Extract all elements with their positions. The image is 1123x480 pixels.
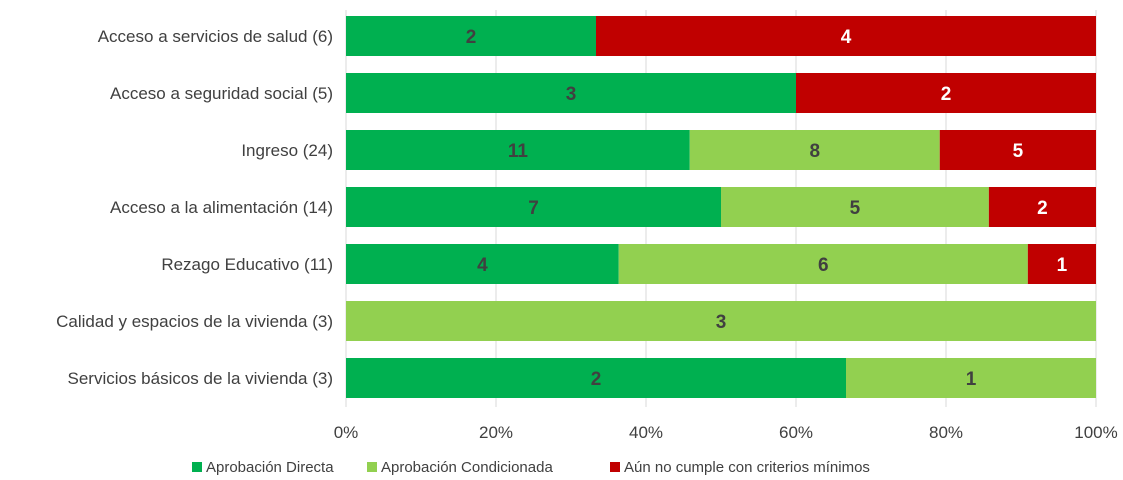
data-label: 1 <box>966 369 977 390</box>
bar-segment <box>346 301 1096 341</box>
data-label: 6 <box>818 255 829 276</box>
bar-segment <box>346 16 596 56</box>
bar-segment <box>689 130 940 170</box>
bar-segment <box>721 187 989 227</box>
data-label: 5 <box>850 198 861 219</box>
x-axis-tick-labels: 0% 20% 40% 60% 80% 100% <box>334 423 1118 442</box>
category-label: Ingreso (24) <box>241 141 333 160</box>
category-label: Servicios básicos de la vivienda (3) <box>67 369 333 388</box>
bar-segment <box>796 73 1096 113</box>
data-label: 3 <box>566 84 577 105</box>
bar-segment <box>346 358 846 398</box>
data-label: 2 <box>1037 198 1048 219</box>
bar-segment <box>1027 244 1096 284</box>
legend-label: Aprobación Directa <box>206 459 334 476</box>
category-label: Acceso a servicios de salud (6) <box>98 27 333 46</box>
category-label: Acceso a la alimentación (14) <box>110 198 333 217</box>
data-label: 2 <box>466 27 477 48</box>
bar-segment <box>846 358 1096 398</box>
x-tick-label: 100% <box>1074 423 1117 442</box>
legend-label: Aprobación Condicionada <box>381 459 553 476</box>
data-label: 1 <box>1057 255 1068 276</box>
data-label: 11 <box>508 141 529 162</box>
x-tick-label: 60% <box>779 423 813 442</box>
data-label: 4 <box>477 255 488 276</box>
x-tick-label: 80% <box>929 423 963 442</box>
bar-segment <box>988 187 1096 227</box>
bar-segment <box>346 130 690 170</box>
category-label: Calidad y espacios de la vivienda (3) <box>56 312 333 331</box>
data-label: 3 <box>716 312 727 333</box>
x-tick-label: 0% <box>334 423 359 442</box>
legend-swatch <box>610 462 620 472</box>
category-labels: Acceso a servicios de salud (6) Acceso a … <box>56 27 333 388</box>
category-label: Acceso a seguridad social (5) <box>110 84 333 103</box>
bar-segment <box>346 187 721 227</box>
data-label: 2 <box>941 84 952 105</box>
bar-segment <box>618 244 1028 284</box>
data-label: 7 <box>528 198 539 219</box>
bar-segment <box>346 244 619 284</box>
category-label: Rezago Educativo (11) <box>161 255 333 274</box>
legend: Aprobación Directa Aprobación Condicionad… <box>192 459 870 476</box>
legend-label: Aún no cumple con criterios mínimos <box>624 459 870 476</box>
legend-swatch <box>192 462 202 472</box>
data-label: 8 <box>809 141 820 162</box>
data-label: 5 <box>1013 141 1024 162</box>
bar-segment <box>939 130 1096 170</box>
bars: 2 4 3 2 11 8 5 7 5 2 4 6 1 3 2 1 <box>346 16 1096 398</box>
bar-segment <box>346 73 796 113</box>
legend-swatch <box>367 462 377 472</box>
data-label: 2 <box>591 369 602 390</box>
x-tick-label: 40% <box>629 423 663 442</box>
bar-segment <box>596 16 1096 56</box>
data-label: 4 <box>841 27 852 48</box>
x-tick-label: 20% <box>479 423 513 442</box>
